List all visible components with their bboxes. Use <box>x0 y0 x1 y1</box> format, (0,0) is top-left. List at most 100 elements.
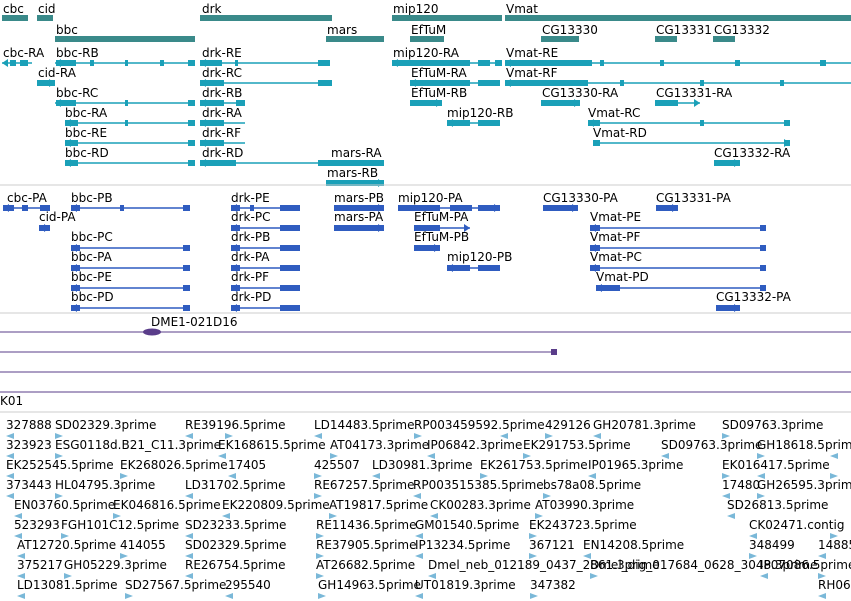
protein-label[interactable]: EfTuM-PB <box>414 230 470 244</box>
exon-block[interactable] <box>478 205 500 211</box>
exon-block[interactable] <box>656 205 678 211</box>
exon-block[interactable] <box>410 80 470 86</box>
protein-label[interactable]: cbc-PA <box>7 191 47 205</box>
est-label[interactable]: 347382 <box>530 578 576 592</box>
exon-block[interactable] <box>200 120 224 126</box>
est-arrow[interactable] <box>583 553 591 559</box>
est-arrow[interactable] <box>760 573 768 579</box>
clone-marker[interactable] <box>551 349 557 355</box>
est-arrow[interactable] <box>661 453 669 459</box>
est-label[interactable]: RE11436.5prime <box>316 518 417 532</box>
est-label[interactable]: GM01540.5prime <box>415 518 520 532</box>
est-arrow[interactable] <box>314 473 322 479</box>
gene-bar-bbc[interactable] <box>55 36 195 42</box>
exon-block[interactable] <box>660 60 664 66</box>
exon-block[interactable] <box>188 160 195 166</box>
exon-block[interactable] <box>183 265 190 271</box>
est-arrow[interactable] <box>316 533 324 539</box>
exon-block[interactable] <box>392 60 470 66</box>
est-arrow[interactable] <box>225 433 233 439</box>
strand-arrow[interactable] <box>672 204 678 212</box>
strand-arrow[interactable] <box>71 204 77 212</box>
est-arrow[interactable] <box>6 493 14 499</box>
exon-block[interactable] <box>700 80 704 86</box>
exon-block[interactable] <box>200 80 224 86</box>
est-arrow[interactable] <box>6 433 14 439</box>
protein-label[interactable]: bbc-PA <box>71 250 112 264</box>
exon-block[interactable] <box>200 160 236 166</box>
protein-label[interactable]: CG13330-PA <box>543 191 618 205</box>
est-label[interactable]: GH05229.3prime <box>64 558 167 572</box>
est-arrow[interactable] <box>590 573 598 579</box>
est-label[interactable]: CK02471.contig <box>749 518 845 532</box>
protein-label[interactable]: mars-PA <box>334 210 384 224</box>
est-arrow[interactable] <box>415 593 423 599</box>
exon-block[interactable] <box>22 205 28 211</box>
est-arrow[interactable] <box>330 453 338 459</box>
exon-block[interactable] <box>200 100 224 106</box>
transcript-label[interactable]: drk-RC <box>202 66 242 80</box>
exon-block[interactable] <box>56 100 76 106</box>
exon-block[interactable] <box>200 60 222 66</box>
est-label[interactable]: UT01819.3prime <box>415 578 516 592</box>
est-label[interactable]: Dmel_dig_017684_0628_3048.3prime <box>590 558 818 572</box>
gene-label-cg13331[interactable]: CG13331 <box>656 23 712 37</box>
est-label[interactable]: GH20781.3prime <box>593 418 696 432</box>
gene-label-mars[interactable]: mars <box>327 23 358 37</box>
est-arrow[interactable] <box>61 533 69 539</box>
est-arrow[interactable] <box>55 453 63 459</box>
strand-arrow[interactable] <box>378 224 384 232</box>
protein-label[interactable]: Vmat-PC <box>590 250 642 264</box>
strand-arrow[interactable] <box>505 79 511 87</box>
exon-block[interactable] <box>183 205 190 211</box>
est-label[interactable]: HL04795.3prime <box>55 478 156 492</box>
est-label[interactable]: RE67257.5prime <box>314 478 415 492</box>
strand-arrow[interactable] <box>596 284 602 292</box>
est-label[interactable]: SD27567.5prime <box>125 578 227 592</box>
est-label[interactable]: SD23233.5prime <box>185 518 287 532</box>
gene-label-cid[interactable]: cid <box>38 2 56 16</box>
est-label[interactable]: EK268026.5prime <box>120 458 228 472</box>
exon-block[interactable] <box>784 120 790 126</box>
protein-label[interactable]: drk-PA <box>231 250 270 264</box>
est-arrow[interactable] <box>125 593 133 599</box>
est-arrow[interactable] <box>543 493 551 499</box>
est-arrow[interactable] <box>757 473 765 479</box>
est-arrow[interactable] <box>113 513 121 519</box>
strand-arrow[interactable] <box>3 204 9 212</box>
exon-block[interactable] <box>280 205 300 211</box>
est-arrow[interactable] <box>314 433 322 439</box>
transcript-label[interactable]: EfTuM-RA <box>411 66 467 80</box>
exon-block[interactable] <box>236 100 245 106</box>
exon-block[interactable] <box>125 100 128 106</box>
exon-block[interactable] <box>655 100 678 106</box>
strand-arrow[interactable] <box>231 224 237 232</box>
est-label[interactable]: AT03990.3prime <box>535 498 635 512</box>
transcript-label[interactable]: drk-RE <box>202 46 242 60</box>
exon-block[interactable] <box>40 205 50 211</box>
exon-block[interactable] <box>478 120 500 126</box>
exon-block[interactable] <box>447 265 470 271</box>
protein-label[interactable]: mars-PB <box>334 191 385 205</box>
transcript-label[interactable]: bbc-RE <box>65 126 108 140</box>
exon-block[interactable] <box>65 120 78 126</box>
strand-arrow[interactable] <box>231 204 237 212</box>
protein-label[interactable]: Vmat-PD <box>596 270 649 284</box>
strand-arrow[interactable] <box>65 119 71 127</box>
est-label[interactable]: EK252545.5prime <box>6 458 114 472</box>
transcript-label[interactable]: EfTuM-RB <box>411 86 468 100</box>
strand-arrow[interactable] <box>200 59 206 67</box>
est-label[interactable]: EK220809.5prime <box>222 498 330 512</box>
exon-block[interactable] <box>318 80 332 86</box>
est-arrow[interactable] <box>427 453 435 459</box>
est-arrow[interactable] <box>529 533 537 539</box>
exon-block[interactable] <box>280 285 300 291</box>
est-label[interactable]: 429126 <box>545 418 591 432</box>
exon-block[interactable] <box>65 160 78 166</box>
transcript-label[interactable]: bbc-RC <box>56 86 99 100</box>
protein-label[interactable]: CG13331-PA <box>656 191 731 205</box>
exon-block[interactable] <box>318 60 330 66</box>
est-label[interactable]: EK016417.5prime <box>722 458 830 472</box>
strand-arrow[interactable] <box>2 59 8 67</box>
strand-arrow[interactable] <box>436 99 442 107</box>
